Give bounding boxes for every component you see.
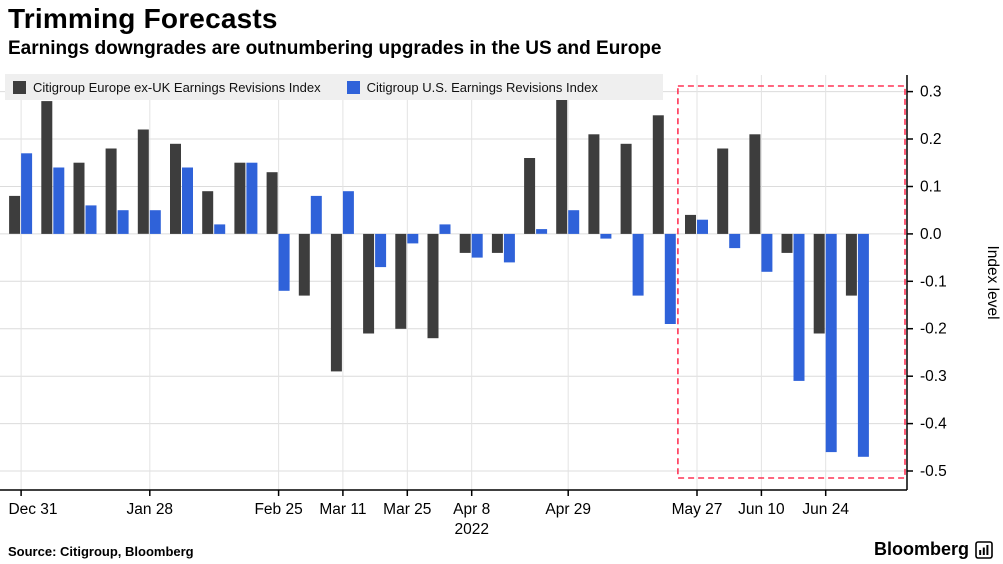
bar-europe	[524, 158, 536, 234]
y-tick-label: -0.3	[920, 368, 947, 385]
bar-us	[568, 210, 580, 234]
x-tick-label: Dec 31	[8, 501, 57, 518]
y-tick-label: 0.3	[920, 84, 942, 101]
x-tick-label: Mar 11	[319, 501, 366, 518]
bar-us	[375, 233, 387, 268]
bar-us	[439, 224, 451, 234]
bar-us	[407, 233, 419, 244]
highlight-region	[677, 85, 906, 479]
bar-europe	[781, 233, 793, 253]
bar-europe	[363, 233, 375, 334]
bar-europe	[170, 143, 181, 234]
bar-europe	[491, 233, 503, 253]
bar-europe	[427, 233, 439, 339]
x-tick-label: Apr 29	[545, 501, 591, 518]
bar-us	[857, 233, 869, 457]
bar-europe	[41, 101, 53, 234]
bloomberg-wordmark: Bloomberg	[873, 539, 969, 559]
bar-us	[214, 224, 226, 234]
bar-europe	[845, 233, 857, 296]
bar-us	[246, 162, 258, 234]
bar-us	[117, 210, 129, 234]
bar-europe	[234, 162, 246, 234]
bar-europe	[9, 195, 21, 234]
y-tick-label: -0.1	[920, 273, 947, 290]
bar-us	[310, 195, 322, 234]
bar-us	[664, 233, 676, 324]
bar-europe	[459, 233, 471, 253]
bar-europe	[137, 129, 149, 234]
x-tick-label: May 27	[672, 501, 723, 518]
x-tick-label: Mar 25	[383, 501, 431, 518]
x-tick-label: Jun 24	[802, 501, 849, 518]
x-tick-label: Jan 28	[127, 501, 174, 518]
bar-europe	[298, 233, 310, 296]
bar-europe	[652, 115, 664, 234]
bar-us	[503, 233, 515, 263]
bar-us	[825, 233, 837, 453]
legend-swatch-europe	[13, 80, 26, 94]
bar-europe	[266, 172, 278, 234]
bar-europe	[620, 143, 632, 234]
y-tick-label: -0.4	[920, 416, 947, 433]
y-tick-label: 0.2	[920, 131, 942, 148]
legend-label-us: Citigroup U.S. Earnings Revisions Index	[366, 79, 598, 95]
y-axis-title: Index level	[984, 245, 1001, 319]
bar-us	[182, 167, 193, 234]
bar-europe	[588, 134, 600, 234]
bar-europe	[556, 96, 568, 234]
bloomberg-logo: Bloomberg	[874, 539, 993, 560]
chart-header: Trimming Forecasts Earnings downgrades a…	[8, 3, 661, 60]
y-tick-label: -0.5	[920, 463, 947, 480]
x-tick-label: Feb 25	[254, 501, 302, 518]
chart-subtitle: Earnings downgrades are outnumbering upg…	[8, 38, 662, 59]
bar-us	[471, 233, 483, 258]
bar-us	[342, 191, 354, 234]
bar-europe	[813, 233, 825, 334]
legend-swatch-us	[346, 80, 360, 94]
legend-item-europe: Citigroup Europe ex-UK Earnings Revision…	[13, 80, 321, 95]
legend-item-us: Citigroup U.S. Earnings Revisions Index	[346, 79, 598, 95]
bar-us	[536, 229, 548, 234]
bar-us	[632, 233, 644, 296]
y-tick-label: 0.1	[920, 179, 942, 196]
bar-us	[761, 233, 773, 272]
bar-us	[149, 210, 161, 234]
legend-label-europe: Citigroup Europe ex-UK Earnings Revision…	[33, 79, 321, 95]
y-tick-label: 0.0	[920, 226, 942, 243]
bar-europe	[685, 214, 696, 234]
x-tick-sublabel: 2022	[454, 521, 488, 538]
bloomberg-chart-icon	[975, 540, 993, 559]
legend: Citigroup Europe ex-UK Earnings Revision…	[5, 74, 663, 100]
x-tick-label: Jun 10	[738, 501, 785, 518]
x-tick-label: Apr 8	[453, 501, 490, 518]
y-tick-label: -0.2	[920, 321, 947, 338]
source-text: Source: Citigroup, Bloomberg	[8, 544, 194, 559]
bar-europe	[749, 134, 761, 234]
bar-europe	[73, 162, 85, 234]
bar-us	[85, 205, 97, 234]
bar-europe	[330, 233, 342, 372]
bar-europe	[395, 233, 407, 329]
bar-us	[278, 233, 290, 291]
bar-us	[793, 233, 805, 381]
bar-us	[21, 153, 33, 234]
bar-europe	[717, 148, 729, 234]
bar-us	[53, 167, 65, 234]
bar-us	[729, 233, 741, 249]
bar-us	[697, 219, 708, 234]
bar-europe	[105, 148, 117, 234]
bar-us	[600, 233, 612, 239]
chart-title: Trimming Forecasts	[8, 3, 278, 34]
bar-europe	[202, 191, 214, 234]
